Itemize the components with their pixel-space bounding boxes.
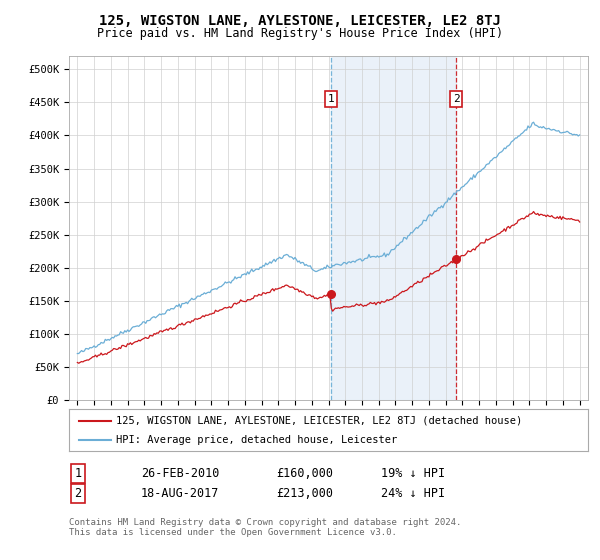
- Text: 2: 2: [453, 94, 460, 104]
- Text: 2: 2: [74, 487, 82, 501]
- Text: Price paid vs. HM Land Registry's House Price Index (HPI): Price paid vs. HM Land Registry's House …: [97, 27, 503, 40]
- Text: 24% ↓ HPI: 24% ↓ HPI: [381, 487, 445, 501]
- Text: Contains HM Land Registry data © Crown copyright and database right 2024.
This d: Contains HM Land Registry data © Crown c…: [69, 518, 461, 538]
- Text: 1: 1: [74, 466, 82, 480]
- Text: 125, WIGSTON LANE, AYLESTONE, LEICESTER, LE2 8TJ: 125, WIGSTON LANE, AYLESTONE, LEICESTER,…: [99, 14, 501, 28]
- Text: 18-AUG-2017: 18-AUG-2017: [141, 487, 220, 501]
- Text: HPI: Average price, detached house, Leicester: HPI: Average price, detached house, Leic…: [116, 435, 397, 445]
- Text: £213,000: £213,000: [276, 487, 333, 501]
- Bar: [331, 56, 456, 400]
- Text: £160,000: £160,000: [276, 466, 333, 480]
- Text: 26-FEB-2010: 26-FEB-2010: [141, 466, 220, 480]
- Text: 1: 1: [328, 94, 334, 104]
- Text: 19% ↓ HPI: 19% ↓ HPI: [381, 466, 445, 480]
- Text: 125, WIGSTON LANE, AYLESTONE, LEICESTER, LE2 8TJ (detached house): 125, WIGSTON LANE, AYLESTONE, LEICESTER,…: [116, 416, 522, 426]
